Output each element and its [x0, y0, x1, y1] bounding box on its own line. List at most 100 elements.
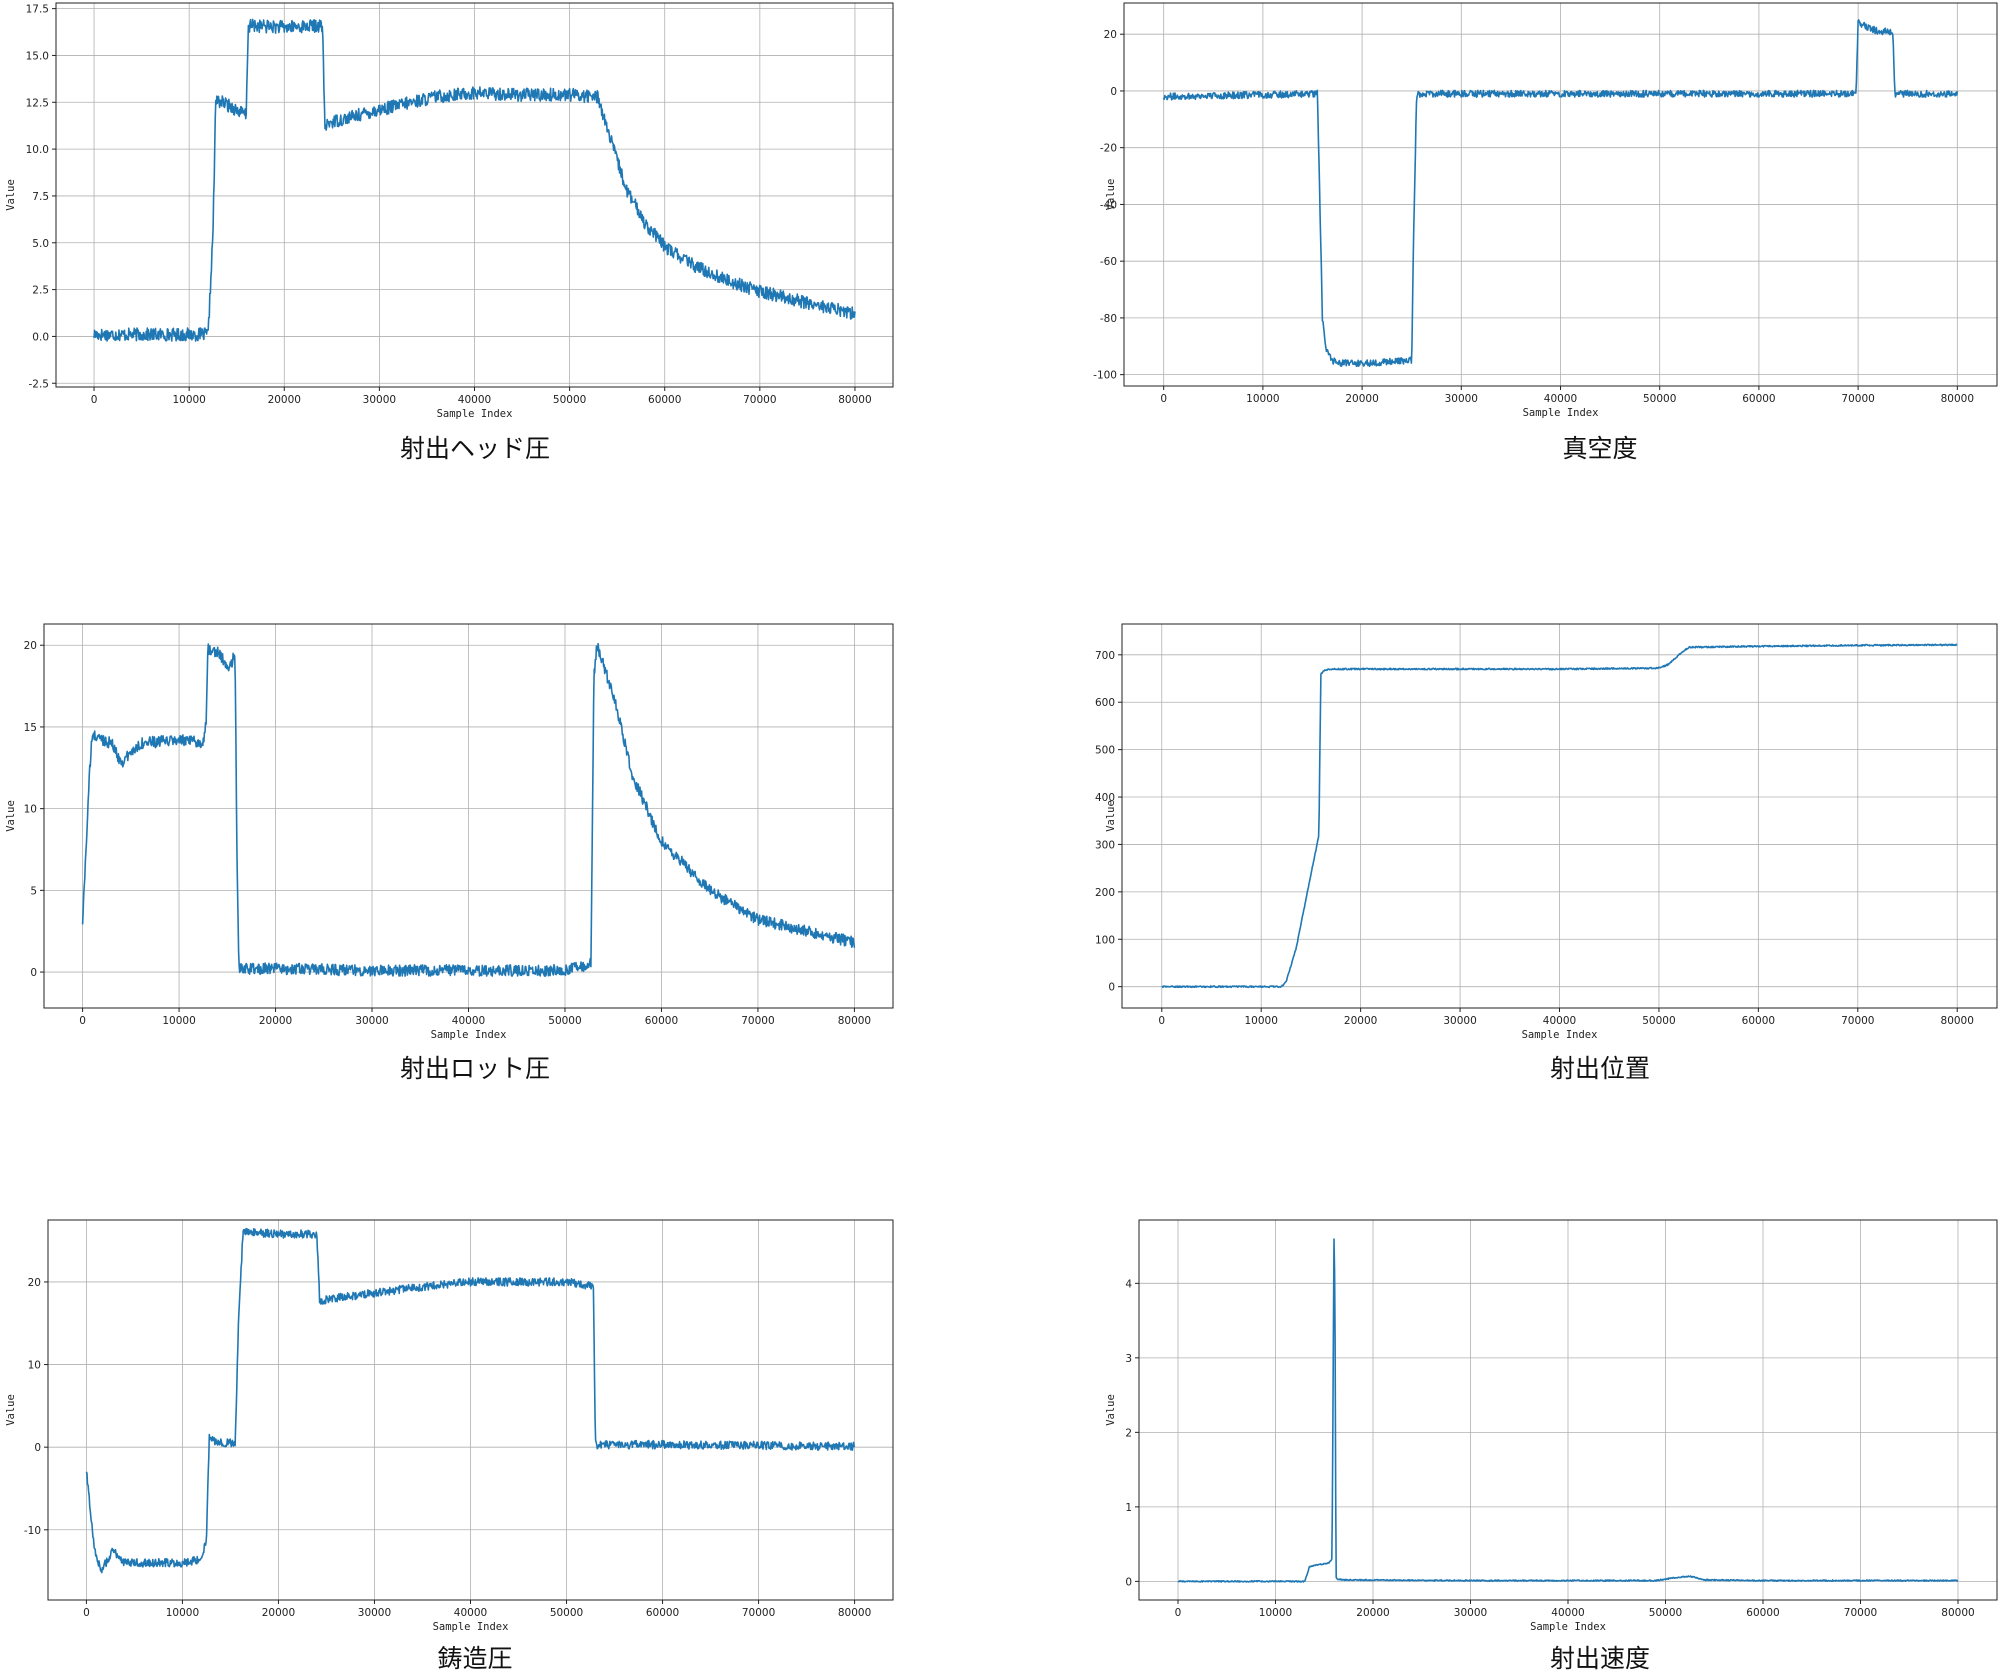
chart-4-xtick-label-7: 70000 [1841, 1015, 1874, 1027]
chart-1-xtick-label-1: 10000 [172, 394, 205, 406]
chart-4-xtick-label-4: 40000 [1543, 1015, 1576, 1027]
chart-2-caption: 真空度 [1562, 434, 1638, 463]
chart-6-ytick-label-2: 2 [1125, 1427, 1132, 1439]
chart-3-xtick-label-3: 30000 [355, 1015, 388, 1027]
chart-5-xtick-label-3: 30000 [358, 1607, 391, 1619]
chart-4-ytick-label-4: 400 [1095, 792, 1115, 804]
chart-panel-1: 0 10000 20000 30000 40000 50000 60000 70000 8000… [0, 0, 900, 470]
chart-1-ytick-label-5: 10.0 [26, 144, 49, 156]
chart-1-ytick-label-1: 0.0 [32, 331, 49, 343]
chart-4-ytick-label-1: 100 [1095, 934, 1115, 946]
chart-6-xtick-label-4: 40000 [1551, 1607, 1584, 1619]
chart-1-series-line [93, 18, 856, 342]
chart-6-xtick-label-0: 0 [1175, 1607, 1182, 1619]
chart-6-xtick-label-1: 10000 [1259, 1607, 1292, 1619]
chart-3-xtick-label-2: 20000 [259, 1015, 292, 1027]
chart-3-ytick-label-0: 0 [30, 967, 37, 979]
chart-6-xlabel: Sample Index [1530, 1621, 1606, 1633]
chart-6-xtick-label-7: 70000 [1844, 1607, 1877, 1619]
chart-6-series-line [1177, 1238, 1959, 1583]
chart-2-xtick-label-8: 80000 [1941, 393, 1974, 405]
chart-panel-2: 0 10000 20000 30000 40000 50000 60000 70000 8000… [1093, 0, 2000, 470]
chart-6-caption: 射出速度 [1549, 1644, 1650, 1673]
chart-4-ytick-label-7: 700 [1095, 650, 1115, 662]
chart-3-caption: 射出ロット圧 [399, 1054, 550, 1083]
chart-5-xtick-label-2: 20000 [262, 1607, 295, 1619]
chart-2-xtick-label-7: 70000 [1841, 393, 1874, 405]
chart-5-ytick-label-3: 20 [28, 1277, 41, 1289]
chart-4-ylabel: Value [1105, 800, 1117, 832]
chart-6-ytick-label-3: 3 [1125, 1353, 1132, 1365]
chart-6-ytick-label-4: 4 [1125, 1278, 1132, 1290]
chart-1-ytick-label-2: 2.5 [32, 285, 49, 297]
chart-3-xtick-label-6: 60000 [645, 1015, 678, 1027]
chart-6-ytick-label-0: 0 [1125, 1576, 1132, 1588]
chart-6-ytick-label-1: 1 [1125, 1502, 1132, 1514]
chart-1-xtick-label-7: 70000 [743, 394, 776, 406]
chart-4-xtick-label-1: 10000 [1245, 1015, 1278, 1027]
chart-3-ytick-label-1: 5 [30, 885, 37, 897]
chart-4-caption: 射出位置 [1549, 1054, 1650, 1083]
chart-2-xtick-label-2: 20000 [1345, 393, 1378, 405]
chart-1-xtick-label-0: 0 [91, 394, 98, 406]
chart-2-xtick-label-0: 0 [1160, 393, 1167, 405]
chart-2-ytick-label-0: -100 [1093, 370, 1117, 382]
chart-1-xtick-label-3: 30000 [363, 394, 396, 406]
chart-panel-5: 0 10000 20000 30000 40000 50000 60000 70000 8000… [0, 1215, 900, 1673]
chart-4-xtick-label-8: 80000 [1941, 1015, 1974, 1027]
chart-2-ytick-label-6: 20 [1104, 29, 1117, 41]
chart-2-xtick-label-3: 30000 [1445, 393, 1478, 405]
chart-6-xtick-label-8: 80000 [1941, 1607, 1974, 1619]
chart-1-xtick-label-5: 50000 [553, 394, 586, 406]
chart-1-ytick-label-7: 15.0 [26, 50, 49, 62]
chart-5-xtick-label-0: 0 [83, 1607, 90, 1619]
chart-1-xlabel: Sample Index [437, 408, 513, 420]
chart-2-xtick-label-1: 10000 [1246, 393, 1279, 405]
chart-1-ytick-label-4: 7.5 [32, 191, 49, 203]
chart-1-xtick-label-2: 20000 [268, 394, 301, 406]
chart-2-ytick-label-4: -20 [1100, 143, 1117, 155]
chart-6-xtick-label-6: 60000 [1746, 1607, 1779, 1619]
chart-3-ytick-label-3: 15 [24, 722, 37, 734]
chart-5-xtick-label-4: 40000 [454, 1607, 487, 1619]
chart-5-xtick-label-1: 10000 [166, 1607, 199, 1619]
chart-3: 0 10000 20000 30000 40000 50000 60000 70000 8000… [5, 623, 894, 1041]
chart-3-series-line [81, 642, 856, 977]
chart-5-caption: 鋳造圧 [437, 1644, 513, 1673]
chart-6: 0 10000 20000 30000 40000 50000 60000 70000 8000… [1105, 1219, 1998, 1633]
chart-1-ytick-label-3: 5.0 [32, 238, 49, 250]
chart-4-ytick-label-3: 300 [1095, 839, 1115, 851]
chart-4-ytick-label-5: 500 [1095, 745, 1115, 757]
chart-4-ytick-label-2: 200 [1095, 887, 1115, 899]
chart-1: 0 10000 20000 30000 40000 50000 60000 70000 8000… [5, 2, 894, 420]
chart-4-series-line [1161, 643, 1958, 989]
chart-2: 0 10000 20000 30000 40000 50000 60000 70000 8000… [1093, 2, 1998, 419]
chart-2-xtick-label-4: 40000 [1544, 393, 1577, 405]
chart-1-ylabel: Value [5, 179, 17, 211]
chart-4-ytick-label-6: 600 [1095, 697, 1115, 709]
chart-3-xtick-label-7: 70000 [741, 1015, 774, 1027]
chart-panel-4: 0 10000 20000 30000 40000 50000 60000 70000 8000… [1095, 620, 2000, 1090]
chart-6-xtick-label-3: 30000 [1454, 1607, 1487, 1619]
chart-2-xtick-label-6: 60000 [1742, 393, 1775, 405]
chart-6-xtick-label-2: 20000 [1356, 1607, 1389, 1619]
chart-3-ytick-label-4: 20 [24, 640, 37, 652]
chart-1-xtick-label-8: 80000 [838, 394, 871, 406]
chart-3-ylabel: Value [5, 800, 17, 832]
chart-2-ylabel: Value [1105, 179, 1117, 211]
chart-1-xtick-label-4: 40000 [458, 394, 491, 406]
chart-1-ytick-label-6: 12.5 [26, 97, 49, 109]
chart-1-ytick-label-0: -2.5 [29, 378, 50, 390]
chart-2-series-line [1162, 19, 1959, 368]
chart-5-ytick-label-1: 0 [34, 1442, 41, 1454]
chart-4-xlabel: Sample Index [1522, 1029, 1598, 1041]
chart-5-ytick-label-0: -10 [24, 1525, 41, 1537]
chart-4-ytick-label-0: 0 [1108, 982, 1115, 994]
chart-2-xtick-label-5: 50000 [1643, 393, 1676, 405]
chart-2-ytick-label-5: 0 [1110, 86, 1117, 98]
chart-5: 0 10000 20000 30000 40000 50000 60000 70000 8000… [5, 1219, 894, 1633]
chart-5-series-line [85, 1227, 856, 1574]
chart-2-xlabel: Sample Index [1523, 407, 1599, 419]
chart-5-ylabel: Value [5, 1394, 17, 1426]
chart-panel-3: 0 10000 20000 30000 40000 50000 60000 70000 8000… [0, 620, 900, 1090]
